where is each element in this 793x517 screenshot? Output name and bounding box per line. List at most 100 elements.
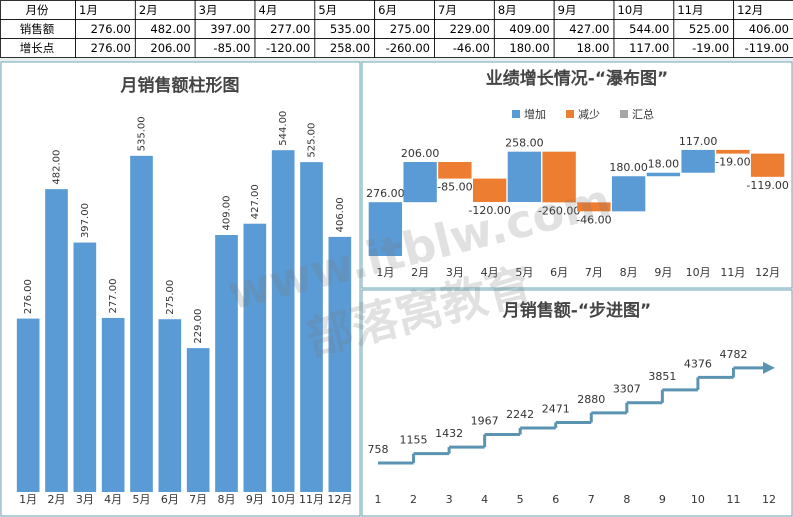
table-text: 月份 <box>26 3 49 17</box>
data-label: 427.00 <box>250 184 261 219</box>
data-label: 544.00 <box>278 111 289 146</box>
data-label: 229.00 <box>193 309 204 344</box>
x-tick-label: 4 <box>481 493 488 506</box>
x-tick-label: 1月 <box>19 493 37 506</box>
data-label: 18.00 <box>648 158 680 171</box>
table-text: 535.00 <box>330 22 370 36</box>
x-tick-label: 1 <box>375 493 382 506</box>
x-tick-label: 2月 <box>411 266 429 279</box>
table-text: 9月 <box>558 3 577 17</box>
waterfall-bar <box>507 151 542 202</box>
data-label: -260.00 <box>538 204 580 217</box>
waterfall-bar <box>403 162 437 203</box>
table-text: 525.00 <box>689 22 729 36</box>
x-tick-label: 12月 <box>755 266 780 279</box>
x-tick-label: 7月 <box>189 493 207 506</box>
bar <box>16 318 40 492</box>
table-text: 12月 <box>737 3 763 17</box>
table-text: -19.00 <box>692 41 729 55</box>
data-label: 277.00 <box>108 278 119 313</box>
table-text: 1月 <box>79 3 98 17</box>
x-tick-label: 12 <box>762 493 776 506</box>
chart-title: 业绩增长情况-“瀑布图” <box>486 68 668 89</box>
table-text: 117.00 <box>629 41 669 55</box>
bar <box>186 348 210 492</box>
table-text: 8月 <box>498 3 517 17</box>
table-text: 258.00 <box>330 41 370 55</box>
legend-label: 汇总 <box>632 107 654 121</box>
data-label: -46.00 <box>576 213 611 226</box>
data-label: 758 <box>368 443 389 456</box>
table-text: -85.00 <box>213 41 250 55</box>
waterfall-bar <box>368 202 403 256</box>
data-label: 2471 <box>542 403 570 416</box>
x-tick-label: 11月 <box>299 493 324 506</box>
data-label: 3307 <box>613 383 641 396</box>
data-label: 525.00 <box>307 123 318 158</box>
data-label: 397.00 <box>80 203 91 238</box>
x-tick-label: 8月 <box>620 266 638 279</box>
panel-step <box>361 289 793 517</box>
data-label: 2880 <box>577 393 605 406</box>
table-text: 2月 <box>139 3 158 17</box>
data-label: -19.00 <box>715 156 750 169</box>
waterfall-bar <box>611 176 646 212</box>
x-tick-label: 6月 <box>161 493 179 506</box>
x-tick-label: 10月 <box>271 493 296 506</box>
table-text: 276.00 <box>91 41 131 55</box>
data-label: 406.00 <box>335 197 346 232</box>
data-label: 275.00 <box>165 280 176 315</box>
table-text: 180.00 <box>509 41 549 55</box>
table-text: 18.00 <box>577 41 610 55</box>
data-label: 1967 <box>471 414 499 427</box>
table-text: 7月 <box>438 3 457 17</box>
bar <box>271 150 295 493</box>
data-label: 4376 <box>684 357 712 370</box>
table-text: 482.00 <box>150 22 190 36</box>
x-tick-label: 9月 <box>246 493 264 506</box>
table-text: -46.00 <box>453 41 490 55</box>
bar <box>300 162 323 492</box>
data-label: -119.00 <box>746 179 788 192</box>
chart-title: 月销售额-“步进图” <box>502 300 651 321</box>
x-tick-label: 4月 <box>104 493 122 506</box>
data-label: 482.00 <box>52 150 63 185</box>
x-tick-label: 11 <box>726 493 740 506</box>
legend-swatch <box>566 110 574 118</box>
bar <box>101 317 125 492</box>
waterfall-bar <box>646 172 681 177</box>
x-tick-label: 9 <box>659 493 666 506</box>
data-label: 1432 <box>435 427 463 440</box>
legend-label: 增加 <box>524 107 546 121</box>
x-tick-label: 12月 <box>327 493 352 506</box>
table-text: 11月 <box>677 3 703 17</box>
bar <box>328 236 352 492</box>
x-tick-label: 7 <box>588 493 595 506</box>
table-text: 427.00 <box>569 22 609 36</box>
x-tick-label: 6 <box>552 493 559 506</box>
x-tick-label: 10月 <box>686 266 711 279</box>
waterfall-bar <box>472 178 507 202</box>
table-text: 276.00 <box>91 22 131 36</box>
waterfall-bar <box>577 202 611 212</box>
x-tick-label: 2月 <box>48 493 66 506</box>
data-label: 3851 <box>648 370 676 383</box>
bar <box>130 155 153 492</box>
waterfall-bar <box>542 151 576 203</box>
table-text: 275.00 <box>390 22 430 36</box>
table-text: -260.00 <box>386 41 430 55</box>
table-text: 406.00 <box>749 22 789 36</box>
x-tick-label: 5月 <box>133 493 151 506</box>
legend-label: 减少 <box>578 108 600 121</box>
data-label: 276.00 <box>366 187 405 200</box>
waterfall-bar <box>681 149 715 173</box>
x-tick-label: 7月 <box>585 266 603 279</box>
table-text: -119.00 <box>745 41 789 55</box>
x-tick-label: 5月 <box>515 266 533 279</box>
data-label: -85.00 <box>437 181 472 194</box>
table-text: 6月 <box>378 3 397 17</box>
legend-swatch <box>512 110 520 118</box>
data-label: 180.00 <box>609 161 648 174</box>
